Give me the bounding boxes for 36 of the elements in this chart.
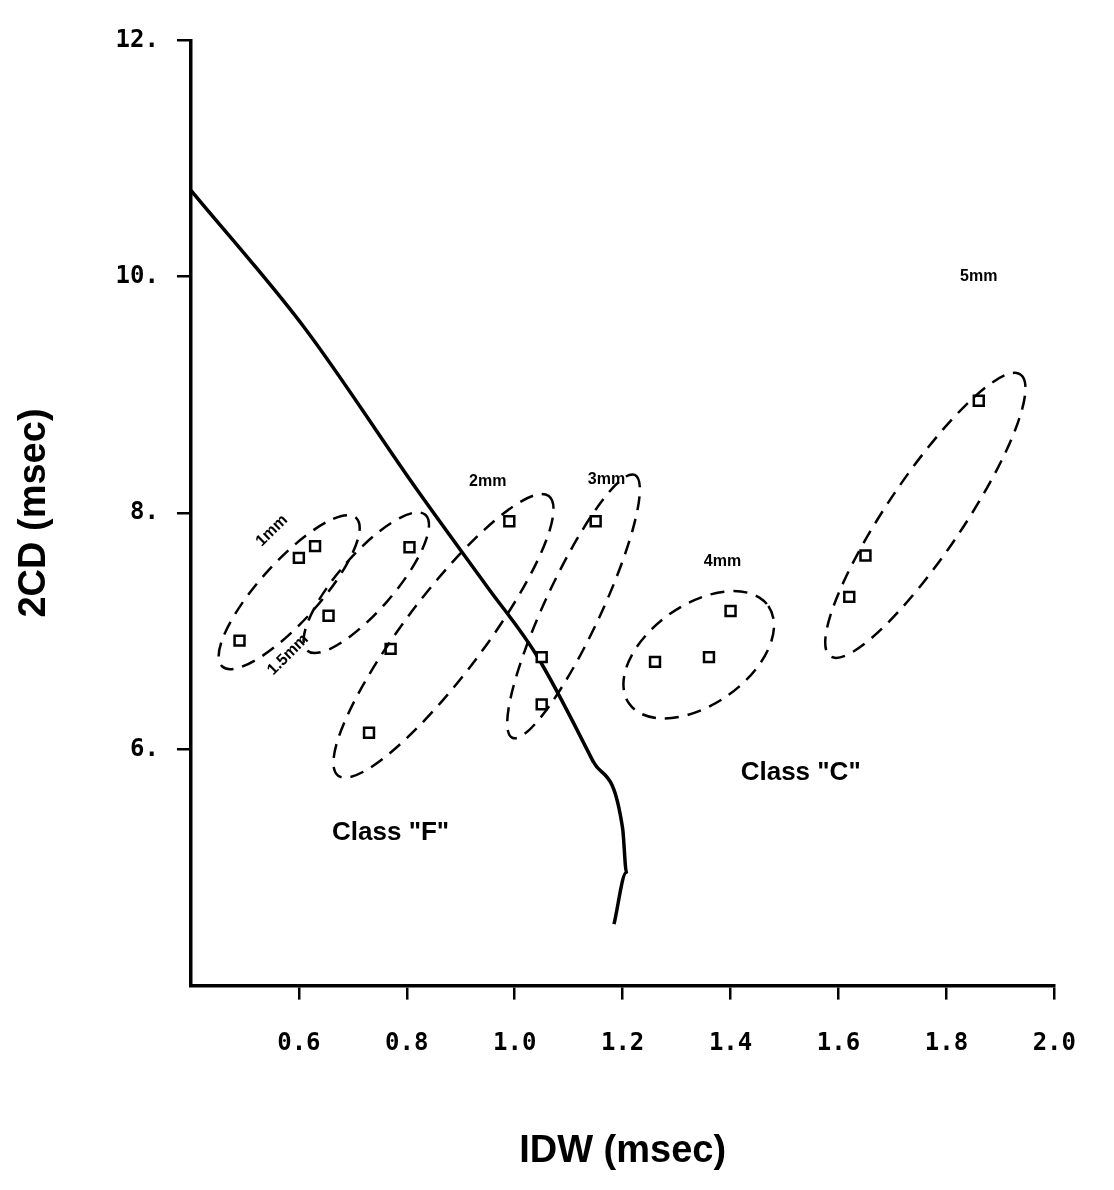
point [589,515,602,528]
annotation: 5mm [960,267,998,285]
point [648,655,662,669]
x-tick-label: 2.0 [1032,1028,1077,1057]
annotation: 3mm [587,470,626,488]
point [362,726,376,739]
x-tick-label: 1.4 [708,1028,753,1057]
annotation: 2mm [469,471,507,489]
point [233,634,246,647]
point [322,609,335,622]
point [702,650,716,664]
point [292,551,306,565]
point [843,590,856,604]
annotation: Class "F" [332,816,450,847]
point [859,549,872,562]
annotation: Class "C" [740,756,861,787]
x-tick-label: 1.2 [600,1028,645,1057]
x-axis-title: IDW (msec) [519,1127,727,1170]
y-tick-label: 10. [115,260,159,289]
x-tick-label: 1.0 [493,1028,537,1057]
y-tick-label: 8. [130,497,159,526]
y-tick-label: 12. [115,24,159,53]
x-tick-label: 0.8 [385,1028,429,1057]
x-tick-label: 0.6 [277,1028,321,1057]
y-tick-label: 6. [130,733,159,762]
point [403,541,416,554]
point [308,539,322,553]
y-axis-title: 2CD (msec) [11,408,54,618]
x-tick-label: 1.8 [924,1028,969,1057]
point [724,604,737,618]
annotation: 4mm [703,551,742,569]
point [972,394,985,407]
x-tick-label: 1.6 [816,1028,861,1057]
point [535,650,548,664]
point [503,515,516,528]
point [535,698,548,711]
